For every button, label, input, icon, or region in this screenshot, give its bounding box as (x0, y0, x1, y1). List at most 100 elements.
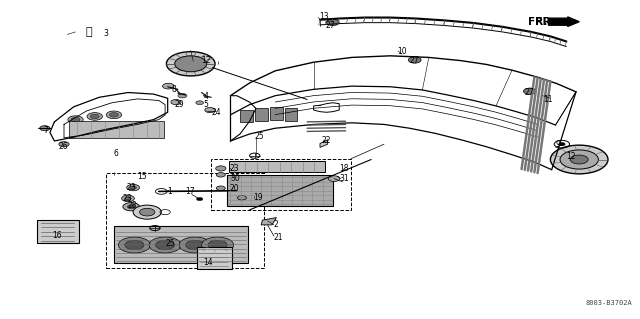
Text: 27: 27 (525, 88, 534, 97)
Circle shape (166, 52, 215, 76)
Circle shape (237, 196, 246, 200)
Circle shape (228, 188, 240, 194)
Circle shape (178, 93, 187, 98)
Circle shape (524, 88, 536, 94)
Circle shape (175, 56, 207, 72)
Bar (227, 175, 333, 206)
Bar (114, 226, 248, 263)
Text: 22: 22 (321, 136, 331, 145)
Text: 🚗: 🚗 (85, 27, 92, 37)
Polygon shape (261, 218, 276, 225)
Circle shape (171, 100, 181, 105)
Bar (240, 110, 253, 122)
Text: 5: 5 (204, 100, 209, 109)
Circle shape (125, 197, 131, 200)
Bar (211, 159, 351, 210)
Circle shape (87, 113, 102, 120)
Bar (197, 247, 232, 269)
Circle shape (156, 240, 175, 250)
Circle shape (570, 155, 588, 164)
Bar (285, 108, 297, 121)
Circle shape (179, 237, 211, 253)
Circle shape (156, 189, 167, 194)
Circle shape (550, 145, 608, 174)
Circle shape (205, 108, 215, 113)
Text: 14: 14 (204, 258, 213, 267)
Text: 8003-B3702A: 8003-B3702A (586, 300, 632, 306)
Text: 11: 11 (543, 95, 552, 104)
Bar (69, 121, 164, 138)
Circle shape (202, 237, 234, 253)
Text: 24: 24 (211, 108, 221, 117)
Text: 20: 20 (229, 184, 239, 193)
Text: 19: 19 (253, 193, 262, 202)
Circle shape (68, 116, 83, 123)
Text: 21: 21 (274, 233, 284, 242)
Circle shape (133, 205, 161, 219)
Circle shape (122, 195, 134, 202)
FancyArrow shape (548, 17, 579, 26)
Text: 6: 6 (114, 149, 119, 158)
Circle shape (216, 173, 225, 177)
Text: 10: 10 (397, 47, 406, 56)
Circle shape (71, 117, 80, 122)
Circle shape (125, 240, 144, 250)
Text: 8: 8 (172, 85, 176, 94)
Circle shape (127, 205, 135, 209)
Circle shape (186, 240, 205, 250)
Circle shape (127, 184, 140, 191)
Text: FR.: FR. (535, 17, 556, 27)
Circle shape (208, 240, 227, 250)
Text: 17: 17 (186, 187, 195, 196)
Text: 1: 1 (168, 187, 172, 196)
Text: 13: 13 (319, 12, 328, 21)
Circle shape (196, 101, 204, 105)
Circle shape (216, 186, 225, 190)
Circle shape (109, 113, 118, 117)
Circle shape (163, 83, 174, 89)
Circle shape (130, 186, 136, 189)
Text: 27: 27 (410, 56, 419, 65)
Circle shape (118, 237, 150, 253)
Text: 15: 15 (138, 172, 147, 181)
Bar (37, 220, 79, 243)
Circle shape (326, 19, 339, 26)
Circle shape (90, 114, 99, 119)
Text: 26: 26 (59, 142, 68, 151)
Text: 27: 27 (325, 21, 335, 30)
Bar (270, 107, 283, 120)
Text: 4: 4 (204, 92, 209, 101)
Text: 12: 12 (202, 56, 211, 65)
Circle shape (149, 237, 181, 253)
Text: 16: 16 (52, 231, 62, 240)
Text: 7: 7 (44, 126, 49, 135)
Circle shape (59, 142, 69, 147)
Bar (255, 108, 268, 121)
Text: 23: 23 (127, 183, 136, 192)
Circle shape (559, 143, 565, 146)
Circle shape (328, 176, 340, 182)
Bar (106, 173, 264, 268)
Circle shape (560, 150, 598, 169)
Circle shape (40, 126, 50, 131)
Polygon shape (320, 140, 328, 147)
Circle shape (216, 166, 226, 171)
Text: 2: 2 (274, 220, 278, 229)
Text: 12: 12 (566, 152, 576, 161)
Text: 23: 23 (229, 164, 239, 173)
Circle shape (196, 197, 203, 201)
Text: 31: 31 (339, 174, 349, 183)
Text: 29: 29 (174, 100, 184, 109)
Text: 3: 3 (104, 29, 109, 38)
Circle shape (408, 57, 421, 63)
Text: 25: 25 (255, 132, 264, 141)
Circle shape (140, 208, 155, 216)
Text: 30: 30 (230, 174, 240, 183)
Text: 9: 9 (556, 140, 561, 149)
Circle shape (123, 203, 140, 211)
Bar (229, 161, 325, 172)
Text: 18: 18 (339, 164, 349, 173)
Text: FR.: FR. (528, 17, 547, 27)
Text: 28: 28 (128, 201, 138, 210)
Text: 25: 25 (165, 239, 175, 248)
